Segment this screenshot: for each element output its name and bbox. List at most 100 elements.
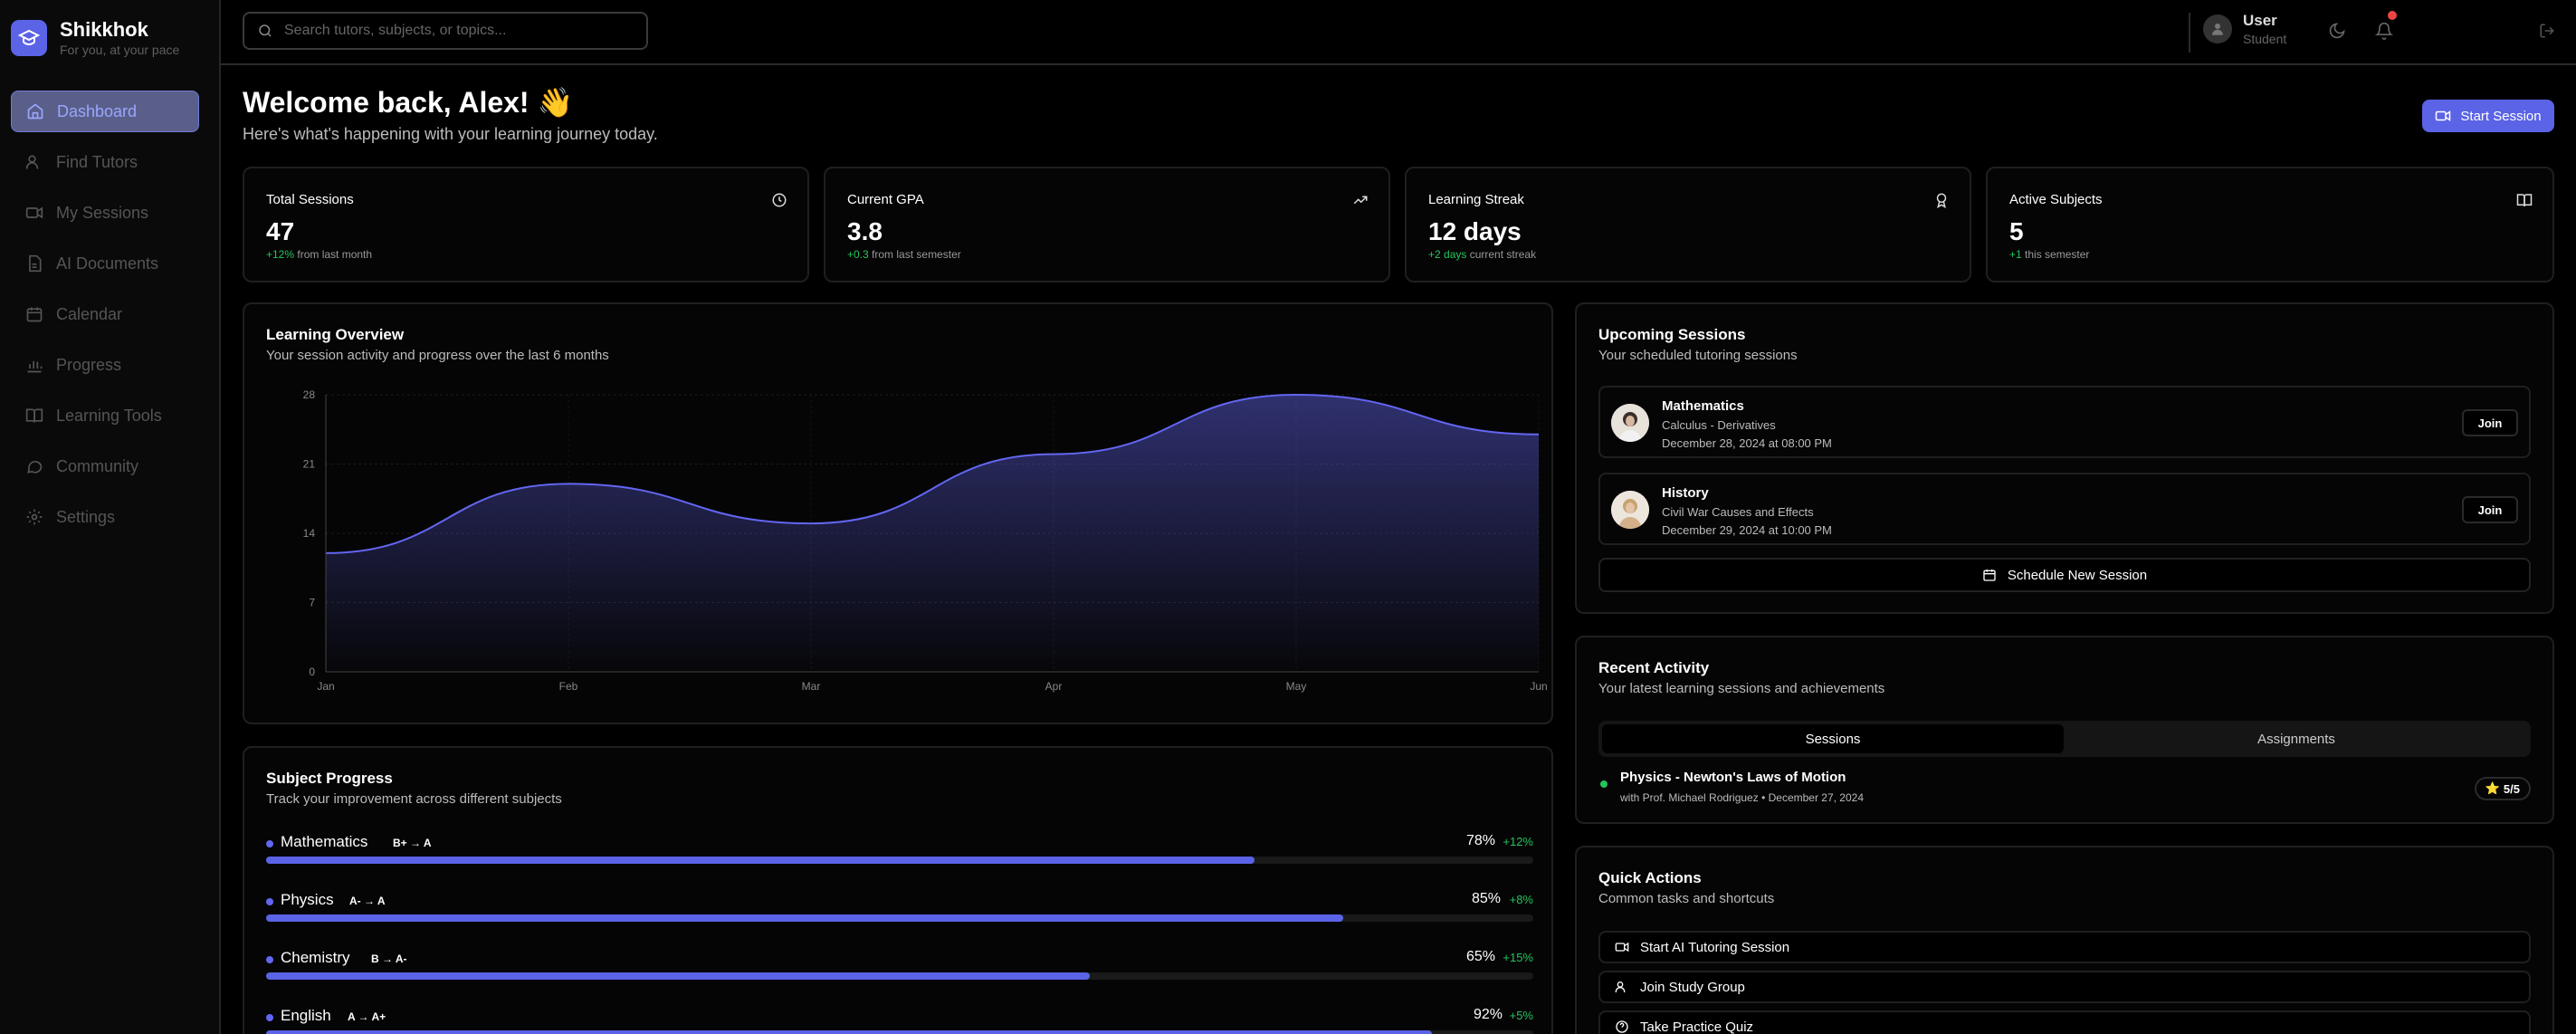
progress-track <box>266 857 1533 864</box>
bell-icon <box>2375 22 2393 40</box>
card-title: Quick Actions <box>1598 869 1702 886</box>
y-tick-label: 0 <box>309 665 315 678</box>
sidebar-item-calendar[interactable]: Calendar <box>11 293 199 335</box>
schedule-new-session-button[interactable]: Schedule New Session <box>1598 558 2531 592</box>
sidebar-item-label: Dashboard <box>57 101 138 120</box>
grade-badge: B → A- <box>371 953 407 965</box>
sidebar-item-progress[interactable]: Progress <box>11 344 199 386</box>
search-input[interactable] <box>284 23 628 39</box>
schedule-label: Schedule New Session <box>2007 567 2148 583</box>
session-time: December 28, 2024 at 08:00 PM <box>1662 436 1832 450</box>
award-icon <box>1936 193 1947 208</box>
learning-overview-card: Learning Overview Your session activity … <box>243 302 1553 724</box>
tab-assignments[interactable]: Assignments <box>2257 731 2335 747</box>
progress-track <box>266 914 1533 922</box>
activity-status-dot <box>1600 780 1608 788</box>
activity-tabs: Sessions Assignments <box>1598 721 2531 757</box>
y-tick-label: 21 <box>303 458 316 471</box>
grade-badge: A- → A <box>349 895 386 907</box>
area-fill <box>326 395 1539 672</box>
logout-button[interactable] <box>2536 20 2558 42</box>
x-tick-label: Apr <box>1045 680 1063 693</box>
learning-overview-chart: 0 7 14 21 28 Jan Feb Mar Apr May Jun <box>303 388 1548 693</box>
subject-row: Mathematics B+ → A 78% +12% <box>266 831 1533 876</box>
activity-meta: with Prof. Michael Rodriguez • December … <box>1620 791 1864 804</box>
clock-icon <box>772 193 787 207</box>
moon-icon <box>2329 23 2345 39</box>
grade-badge: A → A+ <box>348 1010 386 1023</box>
subject-row: Chemistry B → A- 65% +15% <box>266 947 1533 992</box>
sidebar-item-learning-tools[interactable]: Learning Tools <box>11 395 199 436</box>
card-subtitle: Track your improvement across different … <box>266 791 562 807</box>
subject-dot <box>266 840 273 847</box>
stat-card-current-gpa: Current GPA 3.8 +0.3 from last semester <box>824 167 1390 282</box>
x-tick-label: May <box>1286 680 1307 693</box>
tab-sessions[interactable]: Sessions <box>1602 724 2064 753</box>
take-practice-quiz-button[interactable]: Take Practice Quiz <box>1598 1010 2531 1034</box>
subject-percent: 78% <box>1465 833 1495 848</box>
sidebar-item-my-sessions[interactable]: My Sessions <box>11 192 199 234</box>
stat-delta: +2 days current streak <box>1428 248 1536 261</box>
notifications-button[interactable] <box>2373 11 2397 42</box>
subject-percent: 92% <box>1473 1007 1503 1022</box>
join-session-button[interactable]: Join <box>2462 496 2518 523</box>
x-tick-label: Jun <box>1530 680 1547 693</box>
join-session-button[interactable]: Join <box>2462 409 2518 436</box>
home-icon <box>27 103 43 120</box>
search-box[interactable] <box>243 12 648 50</box>
tutor-avatar <box>1611 491 1649 529</box>
session-topic: Civil War Causes and Effects <box>1662 505 1814 519</box>
quick-action-label: Take Practice Quiz <box>1640 1019 1754 1034</box>
quick-actions-card: Quick Actions Common tasks and shortcuts… <box>1575 846 2554 1034</box>
subject-change: +12% <box>1503 835 1533 848</box>
card-subtitle: Your scheduled tutoring sessions <box>1598 348 1798 363</box>
start-ai-tutoring-button[interactable]: Start AI Tutoring Session <box>1598 931 2531 963</box>
tutor-avatar <box>1611 404 1649 442</box>
subject-progress-card: Subject Progress Track your improvement … <box>243 746 1553 1034</box>
sidebar-item-label: Find Tutors <box>56 152 138 171</box>
sidebar-item-dashboard[interactable]: Dashboard <box>11 91 199 132</box>
notification-badge <box>2388 11 2397 20</box>
graduation-cap-icon <box>11 20 47 56</box>
stat-delta-value: +12% <box>266 248 295 261</box>
page-title: Welcome back, Alex! 👋 <box>243 86 574 119</box>
stat-card-total-sessions: Total Sessions 47 +12% from last month <box>243 167 809 282</box>
quick-action-label: Join Study Group <box>1640 979 1745 995</box>
stat-delta-text: current streak <box>1469 248 1537 261</box>
sidebar-item-find-tutors[interactable]: Find Tutors <box>11 141 199 183</box>
card-title: Upcoming Sessions <box>1598 326 1746 343</box>
card-title: Learning Overview <box>266 326 405 343</box>
progress-fill <box>266 914 1343 922</box>
bar-chart-icon <box>27 360 43 373</box>
start-session-label: Start Session <box>2460 108 2542 124</box>
stat-delta: +0.3 from last semester <box>847 248 961 261</box>
session-subject: Mathematics <box>1662 398 1744 414</box>
sidebar-item-label: AI Documents <box>56 254 159 273</box>
help-circle-icon <box>1616 1020 1628 1033</box>
sidebar-item-label: Learning Tools <box>56 406 162 425</box>
recent-activity-card: Recent Activity Your latest learning ses… <box>1575 636 2554 824</box>
sidebar-nav: Dashboard Find Tutors My Sessions AI Doc… <box>11 91 199 547</box>
stat-value: 5 <box>2009 217 2024 245</box>
y-tick-label: 14 <box>303 527 316 540</box>
sidebar-item-settings[interactable]: Settings <box>11 496 199 538</box>
user-menu[interactable]: User Student <box>2203 11 2286 47</box>
card-title: Subject Progress <box>266 770 393 787</box>
theme-toggle-button[interactable] <box>2326 20 2348 42</box>
session-time: December 29, 2024 at 10:00 PM <box>1662 523 1832 537</box>
subject-row: English A → A+ 92% +5% <box>266 1005 1533 1034</box>
brand-name: Shikkhok <box>60 18 148 41</box>
tutor-portrait-icon <box>1611 404 1649 442</box>
user-name: User <box>2243 12 2277 29</box>
x-tick-label: Feb <box>559 680 578 693</box>
card-subtitle: Your latest learning sessions and achiev… <box>1598 681 1885 696</box>
join-study-group-button[interactable]: Join Study Group <box>1598 971 2531 1003</box>
brand[interactable]: Shikkhok For you, at your pace <box>11 18 179 58</box>
session-item: Mathematics Calculus - Derivatives Decem… <box>1598 386 2531 458</box>
sidebar-item-community[interactable]: Community <box>11 445 199 487</box>
start-session-button[interactable]: Start Session <box>2422 100 2554 132</box>
card-title: Recent Activity <box>1598 659 1710 676</box>
stat-card-active-subjects: Active Subjects 5 +1 this semester <box>1986 167 2554 282</box>
sidebar-item-ai-documents[interactable]: AI Documents <box>11 243 199 284</box>
